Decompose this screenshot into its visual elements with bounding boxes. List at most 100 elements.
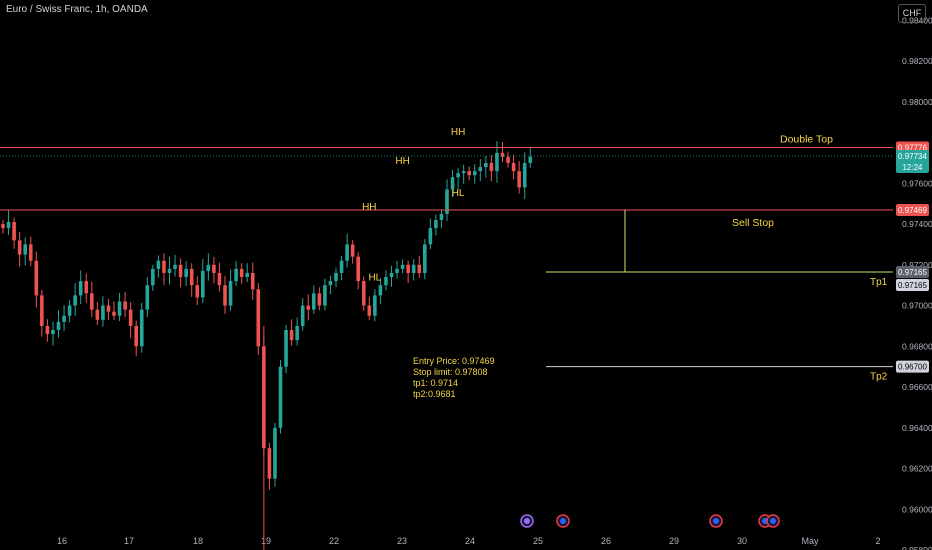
x-tick-label: 19 (261, 536, 271, 546)
candle-body (467, 171, 471, 176)
candle-body (62, 315, 66, 322)
price-tag-tp1: 0.97165 (898, 268, 927, 277)
candle-body (450, 177, 455, 190)
candle-body (256, 289, 261, 347)
candle-body (151, 268, 155, 286)
candle-body (361, 281, 366, 306)
candle-body (90, 293, 94, 310)
candle-body (484, 162, 488, 168)
candle-body (112, 311, 116, 316)
x-tick-label: 18 (193, 536, 203, 546)
x-tick-label: 16 (57, 536, 67, 546)
candle-body (201, 270, 205, 298)
note-entry: Entry Price: 0.97469 (413, 356, 495, 366)
candle-body (40, 295, 44, 326)
candle-body (350, 244, 355, 257)
countdown-tag: 12:24 (902, 163, 923, 172)
candle-body (250, 272, 255, 290)
sell-stop-label: Sell Stop (732, 217, 774, 229)
x-tick-label: May (801, 536, 819, 546)
candle-body (411, 264, 416, 273)
last-price-tag: 0.97734 (898, 152, 927, 161)
y-tick-label: 0.96600 (902, 382, 932, 392)
candle-body (423, 244, 427, 273)
candle-body (439, 213, 444, 220)
note-tp1: tp1: 0.9714 (413, 378, 459, 388)
candle-body (289, 330, 294, 341)
note-stop: Stop limit: 0.97808 (413, 367, 488, 377)
candle-body (95, 309, 100, 320)
price-tag-tp1-bg (896, 265, 929, 278)
candle-body (245, 272, 249, 278)
price-tag-tp1b-bg (896, 278, 929, 291)
candle-body (478, 167, 483, 172)
price-tag-tp2: 0.96700 (898, 363, 927, 372)
candle-body (334, 272, 338, 282)
candle-body (472, 171, 477, 176)
price-tag-entry-bg (896, 204, 929, 217)
candle-body (206, 264, 211, 271)
candle-body (162, 260, 166, 273)
candle-body (417, 264, 422, 273)
candle-body (67, 305, 72, 316)
candle-body (45, 325, 50, 335)
candle-body (506, 156, 510, 163)
y-tick-label: 0.97400 (902, 219, 932, 229)
candle-body (406, 264, 410, 273)
candle-body (145, 285, 150, 310)
candle-body (234, 268, 238, 282)
candle-body (312, 293, 316, 310)
currency-button[interactable]: CHF (898, 4, 926, 23)
price-tag-tp1b: 0.97165 (898, 281, 927, 290)
x-tick-label: 25 (533, 536, 543, 546)
candle-body (178, 264, 183, 278)
candle-body (445, 189, 449, 214)
structure-label: HL (452, 188, 465, 199)
y-tick-label: 0.98000 (902, 97, 932, 107)
double-top-label: Double Top (780, 133, 833, 145)
candle-body (511, 162, 516, 172)
price-tag-entry: 0.97469 (898, 206, 927, 215)
structure-label: HL (368, 273, 381, 284)
event-icon-core (770, 518, 776, 524)
candle-body (117, 301, 122, 316)
candle-body (378, 285, 383, 296)
candle-body (217, 272, 222, 286)
candle-body (461, 171, 466, 174)
candle-body (6, 222, 11, 229)
candle-body (389, 272, 394, 278)
event-icon-core (713, 518, 719, 524)
structure-label: HH (451, 127, 465, 138)
candle-body (212, 264, 216, 273)
candle-body (434, 220, 438, 229)
candle-body (28, 244, 33, 261)
price-tag-double-top: 0.97776 (898, 143, 927, 152)
x-tick-label: 22 (329, 536, 339, 546)
candle-body (184, 268, 188, 278)
candle-body (395, 268, 399, 273)
candle-body (101, 305, 105, 320)
candle-body (84, 281, 89, 294)
candle-body (517, 171, 521, 188)
candle-body (17, 240, 22, 255)
candle-body (267, 448, 272, 479)
note-tp2: tp2:0.9681 (413, 389, 456, 399)
candle-body (345, 244, 349, 261)
candle-body (228, 281, 233, 306)
symbol-title[interactable]: Euro / Swiss Franc, 1h, OANDA (6, 4, 148, 15)
tp-label: Tp1 (870, 277, 888, 288)
tp-label: Tp2 (870, 372, 888, 383)
candle-body (106, 305, 111, 312)
candle-body (51, 330, 55, 335)
candle-body (1, 224, 5, 229)
candle-body (139, 309, 144, 347)
candle-body (339, 260, 344, 273)
candle-body (167, 268, 172, 273)
x-tick-label: 17 (124, 536, 134, 546)
y-tick-label: 0.96200 (902, 464, 932, 474)
candle-body (328, 281, 333, 286)
y-tick-label: 0.98400 (902, 15, 932, 25)
structure-label: HH (395, 156, 409, 167)
